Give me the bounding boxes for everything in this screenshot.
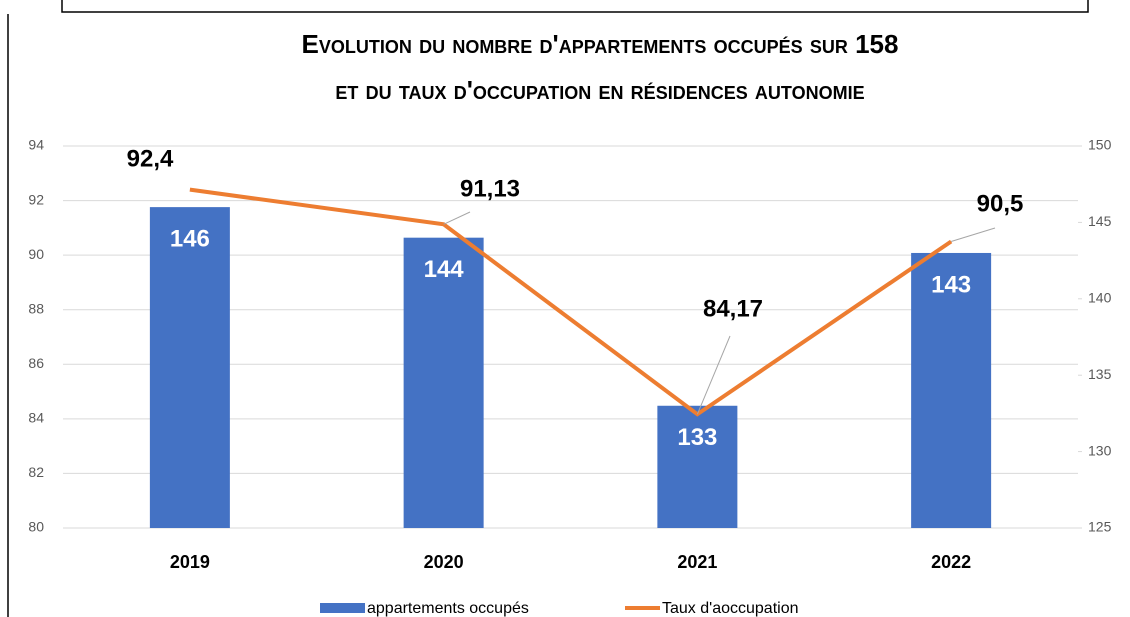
chart-subtitle: et du taux d'occupation en résidences au… [335,75,864,105]
y-tick-label: 92 [28,191,44,207]
y-tick-label: 90 [28,246,44,262]
bar-label: 146 [170,225,210,252]
line [189,187,953,417]
leader-line [950,227,996,242]
line-label: 84,17 [703,295,763,322]
y2-tick-label: 130 [1088,442,1112,458]
bar [657,405,738,528]
frame-top [61,0,1089,13]
x-tick-label: 2021 [677,552,717,572]
y2-tick-label: 140 [1088,290,1112,306]
leader-line [696,335,731,415]
y2-tick-label: 125 [1088,519,1112,535]
line-label: 91,13 [460,175,520,202]
bar-label: 133 [677,424,717,451]
legend-label: Taux d'aoccupation [662,600,798,617]
y-tick-label: 84 [28,410,44,426]
x-tick-label: 2019 [170,552,210,572]
chart-title: Evolution du nombre d'appartements occup… [302,29,899,59]
x-tick-label: 2020 [424,552,464,572]
y2-tick-label: 150 [1088,137,1112,153]
bar-label: 143 [931,271,971,298]
y-tick-label: 86 [28,355,44,371]
leader-line [443,211,471,225]
bar [403,237,484,528]
x-tick-label: 2022 [931,552,971,572]
bar-label: 144 [424,256,465,283]
y2-tick-label: 145 [1088,213,1112,229]
bar [149,207,230,528]
bar [911,252,992,528]
y-tick-label: 80 [28,519,44,535]
y-tick-label: 94 [28,137,44,153]
legend-label: appartements occupés [367,600,529,617]
line-label: 92,4 [127,145,174,172]
y-tick-label: 88 [28,300,44,316]
line-label: 90,5 [977,190,1024,217]
y-tick-label: 82 [28,464,44,480]
legend-swatch [320,603,365,613]
y2-tick-label: 135 [1088,366,1112,382]
